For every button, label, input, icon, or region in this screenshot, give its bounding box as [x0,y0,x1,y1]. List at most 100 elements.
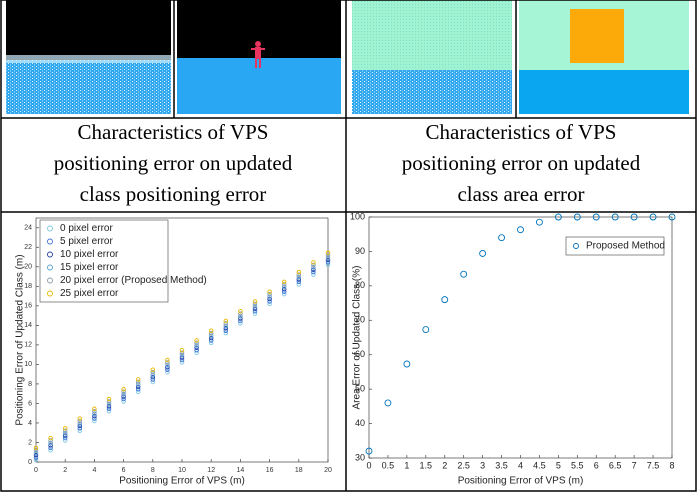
data-point [267,299,272,304]
data-point [194,350,199,355]
legend-marker [47,225,53,232]
y-tick-label: 14 [24,322,32,329]
data-point [48,445,53,451]
data-point [48,440,53,446]
x-tick-label: 8 [669,460,674,470]
image [6,55,171,63]
data-point [311,272,316,277]
y-tick-label: 10 [24,361,32,368]
data-point [150,369,156,375]
x-tick-label: 1 [404,460,409,470]
data-point [365,447,373,455]
data-point [92,411,97,416]
y-axis-label: Positioning Error of Updated Class (m) [15,254,26,425]
data-point [62,433,68,438]
legend-marker [47,238,53,245]
image [519,70,689,114]
y-tick-label: 4 [28,420,32,427]
data-point [296,279,302,285]
data-point [554,213,562,221]
data-point [33,455,39,460]
data-point [223,318,229,324]
data-point [252,308,258,314]
data-point [630,213,638,221]
data-point [238,308,243,314]
data-point [135,389,141,394]
chart: 0 2 4 6 8 10 12 14 16 18 20024681012141618202224Po… [15,217,332,487]
legend-label: 20 pixel error (Proposed Method) [60,275,207,286]
y-tick-label: 8 [28,381,32,388]
data-point [106,399,112,404]
data-point [106,406,112,412]
x-axis-label: Positioning Error of VPS (m) [458,476,584,487]
x-tick-label: 18 [295,467,303,474]
captions: Characteristics of VPS positioning error … [54,120,641,206]
chart: 0 0.5 1 1.5 2 2.5 3 3.5 4 4.5 5 5.5 6 6.5 7 7.5 8 30 40 50 6… [350,211,676,487]
data-point [106,396,112,402]
data-point [77,421,83,426]
x-tick-label: 0 [34,467,38,474]
data-point [135,382,141,387]
y-tick-label: 2 [28,439,32,446]
y-tick-label: 22 [24,244,32,251]
x-tick-label: 7 [632,460,637,470]
data-point [238,318,243,324]
data-point [325,255,331,260]
data-point [267,301,272,307]
data-point [611,213,619,221]
data-point [311,269,316,275]
x-tick-label: 0.5 [382,460,395,470]
x-tick-label: 4.5 [533,460,546,470]
x-tick-label: 4 [92,467,96,474]
data-point [325,252,331,258]
data-point [77,426,83,431]
data-point [460,270,468,278]
data-point [179,357,185,363]
data-point [77,416,83,421]
x-tick-label: 4 [518,460,523,470]
data-point [121,399,126,404]
data-point [517,226,524,234]
data-point [252,304,258,309]
y-tick-label: 12 [24,342,32,349]
caption-line: positioning error on updated [402,151,641,175]
data-point [238,321,243,326]
data-point [208,333,214,338]
data-point [77,428,83,434]
x-tick-label: 16 [266,467,274,474]
data-point [267,294,272,299]
legend-label: Proposed Method [586,241,665,252]
data-point [135,379,141,385]
caption-line: class area error [457,182,584,206]
data-point [165,360,170,365]
data-point [325,262,331,268]
data-point [252,311,258,316]
image [6,60,171,114]
data-point [649,213,657,221]
y-tick-label: 18 [24,283,32,290]
x-tick-label: 0 [366,460,371,470]
data-point [311,262,316,268]
data-point [223,326,229,331]
y-tick-label: 60 [355,349,365,359]
data-point [281,289,287,294]
x-tick-label: 6.5 [609,460,622,470]
data-point [194,338,199,343]
data-point [62,428,68,434]
y-tick-label: 24 [24,225,32,232]
person-icon [251,41,265,68]
data-point [267,289,272,294]
x-tick-label: 14 [237,467,245,474]
y-tick-label: 20 [24,264,32,271]
square [570,9,624,63]
data-point [165,357,170,363]
data-point [165,362,170,368]
data-point [441,296,449,304]
data-point [668,213,676,221]
data-point [325,250,331,255]
data-point [135,384,141,390]
caption-line: Characteristics of VPS [426,120,617,144]
data-point [106,404,112,409]
data-point [62,435,68,441]
data-point [33,450,39,455]
